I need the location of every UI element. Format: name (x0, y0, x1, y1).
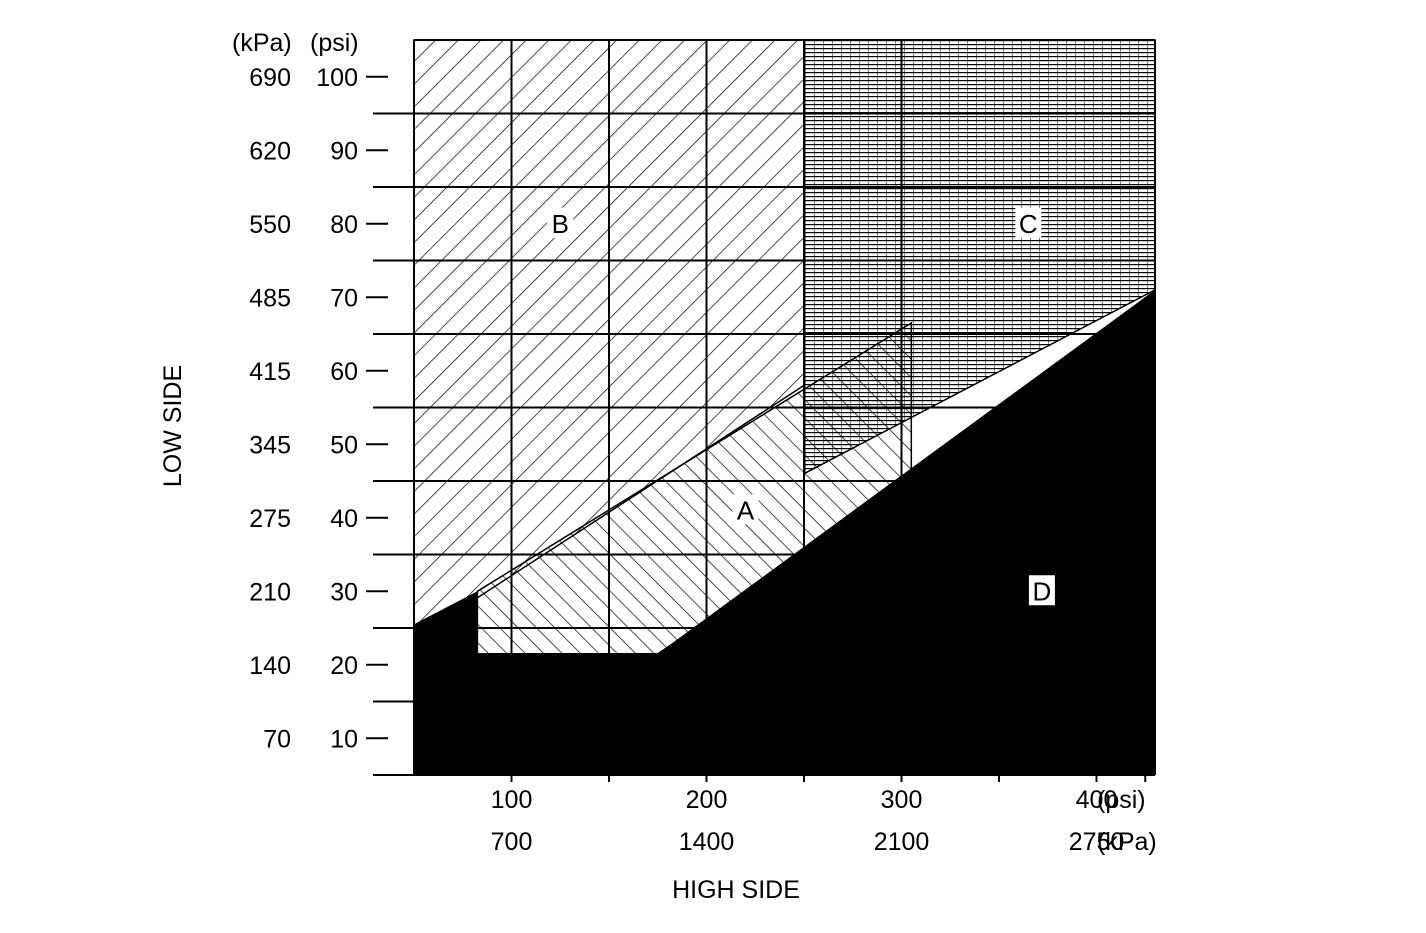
y-axis-title: LOW SIDE (159, 365, 187, 487)
region-d (414, 289, 1155, 775)
y-tick-label-kpa: 140 (249, 652, 291, 680)
y-tick-label-psi: 80 (330, 211, 358, 239)
y-tick-label-psi: 10 (330, 725, 358, 753)
x-tick-label-psi: 400 (1076, 786, 1118, 814)
y-tick-label-psi: 100 (316, 64, 358, 92)
zone-label-a: A (737, 495, 755, 525)
x-tick-label-kpa: 2750 (1069, 828, 1125, 856)
y-tick-label-kpa: 690 (249, 64, 291, 92)
y-tick-label-psi: 20 (330, 652, 358, 680)
zone-label-d: D (1033, 576, 1052, 606)
y-tick-label-psi: 40 (330, 505, 358, 533)
y-tick-label-kpa: 550 (249, 211, 291, 239)
x-axis-title: HIGH SIDE (672, 876, 800, 904)
zone-label-b: B (552, 209, 569, 239)
x-unit-kpa: (kPa) (1097, 828, 1157, 856)
zone-label-box-c (1015, 207, 1042, 238)
y-tick-label-kpa: 275 (249, 505, 291, 533)
y-tick-label-kpa: 415 (249, 358, 291, 386)
y-tick-label-kpa: 620 (249, 137, 291, 165)
grid-layer (414, 40, 1155, 775)
y-tick-label-psi: 50 (330, 431, 358, 459)
y-tick-label-kpa: 485 (249, 284, 291, 312)
y-tick-label-kpa: 70 (263, 725, 291, 753)
y-tick-label-psi: 60 (330, 358, 358, 386)
x-tick-label-psi: 200 (686, 786, 728, 814)
x-tick-label-psi: 300 (881, 786, 923, 814)
axes-layer (366, 39, 1156, 782)
zone-label-c: C (1019, 209, 1038, 239)
zone-label-box-d (1028, 575, 1055, 606)
y-tick-label-kpa: 345 (249, 431, 291, 459)
y-tick-label-kpa: 210 (249, 578, 291, 606)
y-tick-label-psi: 70 (330, 284, 358, 312)
x-tick-label-kpa: 1400 (679, 828, 735, 856)
x-tick-label-psi: 100 (491, 786, 533, 814)
x-tick-label-kpa: 700 (491, 828, 533, 856)
y-unit-kpa: (kPa) (232, 29, 292, 57)
y-tick-label-psi: 30 (330, 578, 358, 606)
y-unit-psi: (psi) (310, 29, 359, 57)
zone-label-box-a (732, 494, 759, 525)
x-tick-label-kpa: 2100 (874, 828, 930, 856)
zone-label-box-b (547, 207, 574, 238)
labels-layer: 100 700 200 1400 300 2100 400 2750 10 70 20 140 30 21… (249, 64, 1124, 856)
y-tick-label-psi: 90 (330, 137, 358, 165)
x-unit-psi: (psi) (1097, 786, 1146, 814)
